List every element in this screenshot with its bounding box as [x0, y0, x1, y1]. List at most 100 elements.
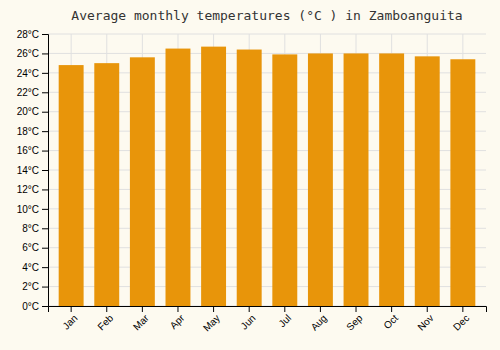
- tick: 22°C: [17, 87, 48, 98]
- bar: [59, 65, 84, 306]
- tick-mark: [71, 306, 72, 312]
- tick-label: 22°C: [17, 87, 39, 98]
- tick-mark: [42, 53, 48, 54]
- tick-mark: [42, 287, 48, 288]
- bar: [344, 53, 369, 306]
- tick: 18°C: [17, 126, 48, 137]
- axis-line: [42, 35, 49, 307]
- bar: [308, 53, 333, 306]
- tick: 6°C: [22, 242, 48, 253]
- bar: [237, 50, 262, 306]
- tick: Oct: [381, 306, 400, 331]
- grid-line: [48, 53, 486, 54]
- tick-label: Jun: [239, 312, 258, 331]
- tick-mark: [42, 131, 48, 132]
- tick-mark: [427, 306, 428, 312]
- tick: Dec: [451, 306, 471, 333]
- tick-mark: [462, 306, 463, 312]
- tick-mark: [42, 267, 48, 268]
- axis-line: [49, 307, 487, 313]
- tick-label: 16°C: [17, 145, 39, 156]
- tick: Jul: [276, 306, 293, 329]
- tick: 28°C: [17, 29, 48, 40]
- tick-label: Aug: [309, 312, 329, 332]
- bar: [201, 47, 226, 306]
- tick-label: 8°C: [22, 223, 39, 234]
- tick: 14°C: [17, 165, 48, 176]
- tick: Nov: [415, 306, 435, 333]
- bar: [379, 53, 404, 306]
- tick: Sep: [344, 306, 365, 333]
- tick: 10°C: [17, 204, 48, 215]
- tick-mark: [356, 306, 357, 312]
- tick-label: 2°C: [22, 281, 39, 292]
- tick-label: Oct: [381, 312, 400, 331]
- tick-mark: [42, 34, 48, 35]
- tick-label: 18°C: [17, 126, 39, 137]
- tick-label: 24°C: [17, 68, 39, 79]
- tick-label: Apr: [168, 312, 187, 331]
- tick-label: 26°C: [17, 48, 39, 59]
- tick-mark: [42, 209, 48, 210]
- tick-label: 28°C: [17, 29, 39, 40]
- tick: Jan: [60, 306, 79, 332]
- tick: Mar: [131, 306, 151, 332]
- tick-label: Mar: [131, 312, 151, 332]
- bar: [130, 57, 155, 306]
- tick-mark: [142, 306, 143, 312]
- tick: Jun: [239, 306, 258, 332]
- tick-label: Sep: [344, 312, 365, 333]
- tick: 16°C: [17, 145, 48, 156]
- tick-mark: [284, 306, 285, 312]
- tick: Apr: [168, 306, 187, 331]
- tick-label: Nov: [415, 312, 435, 332]
- tick: 4°C: [22, 262, 48, 273]
- tick-label: 14°C: [17, 165, 39, 176]
- grid: [48, 34, 486, 306]
- tick-mark: [42, 73, 48, 74]
- x-axis: Jan Feb Mar Apr May Jun Jul Aug Sep Oct Nov Dec: [49, 306, 487, 334]
- tick-mark: [391, 306, 392, 312]
- tick-mark: [213, 306, 214, 312]
- tick-mark: [42, 306, 48, 307]
- tick-mark: [42, 92, 48, 93]
- tick-mark: [42, 112, 48, 113]
- tick-mark: [177, 306, 178, 312]
- bar: [272, 54, 297, 306]
- tick: 0°C: [22, 301, 48, 312]
- tick-label: Jul: [276, 312, 293, 329]
- tick-mark: [106, 306, 107, 312]
- tick-label: 10°C: [17, 204, 39, 215]
- tick: 12°C: [17, 184, 48, 195]
- grid-line: [48, 34, 486, 35]
- tick-mark: [249, 306, 250, 312]
- tick-label: Dec: [451, 312, 471, 332]
- tick-label: 4°C: [22, 262, 39, 273]
- bar: [166, 49, 191, 306]
- tick: 20°C: [17, 106, 48, 117]
- tick-label: Feb: [95, 312, 115, 332]
- tick: 26°C: [17, 48, 48, 59]
- chart: 0°C 2°C 4°C 6°C 8°C 10°C 12°C 14°C 16°C 18°C 20°C 2…: [0, 0, 500, 350]
- tick-mark: [42, 228, 48, 229]
- tick: Aug: [309, 306, 329, 333]
- tick-mark: [320, 306, 321, 312]
- tick-label: Jan: [60, 312, 79, 331]
- tick-label: 0°C: [22, 301, 39, 312]
- tick: 2°C: [22, 281, 48, 292]
- bar: [94, 63, 119, 306]
- tick: May: [201, 306, 222, 334]
- y-axis: 0°C 2°C 4°C 6°C 8°C 10°C 12°C 14°C 16°C 18°C 20°C 2…: [17, 29, 49, 312]
- plot: 0°C 2°C 4°C 6°C 8°C 10°C 12°C 14°C 16°C 18°C 20°C 2…: [17, 29, 487, 334]
- tick-mark: [42, 248, 48, 249]
- bar: [415, 56, 440, 306]
- tick-mark: [42, 151, 48, 152]
- tick: 8°C: [22, 223, 48, 234]
- tick-label: May: [201, 312, 222, 333]
- tick: 24°C: [17, 68, 48, 79]
- bar: [450, 59, 475, 306]
- tick-mark: [42, 170, 48, 171]
- tick-label: 12°C: [17, 184, 39, 195]
- tick: Feb: [95, 306, 115, 332]
- bars: [59, 47, 476, 306]
